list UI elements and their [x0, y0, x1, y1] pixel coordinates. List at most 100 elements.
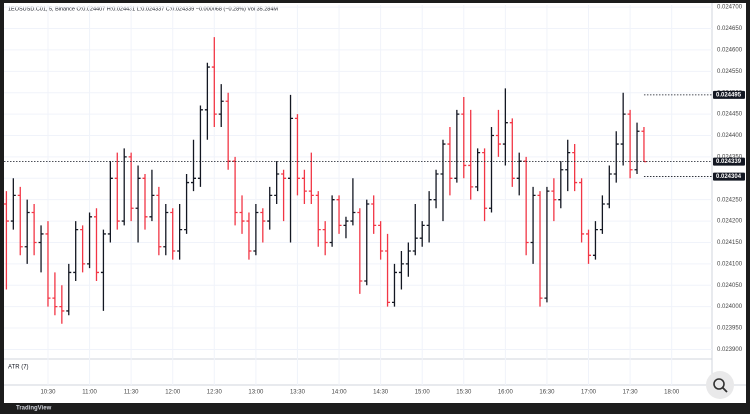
- ohlc-bar: [184, 174, 190, 234]
- y-tick-label: 0.023900: [717, 347, 743, 353]
- y-tick-label: 0.024100: [717, 261, 743, 267]
- y-tick-label: 0.024200: [717, 219, 743, 225]
- ohlc-bar: [537, 191, 543, 307]
- y-tick-label: 0.024050: [717, 283, 743, 289]
- ohlc-bar: [225, 92, 231, 170]
- brand: TradingView: [16, 406, 52, 412]
- ohlc-bar: [197, 105, 203, 187]
- ohlc-bar: [634, 122, 640, 175]
- ohlc-bar: [135, 165, 141, 243]
- ohlc-bar: [364, 199, 370, 286]
- chart-header: 1EOSUSD.C01, 5, Binance O:0.024407 H:0.0…: [8, 6, 278, 12]
- price-label: 0.024304: [716, 174, 742, 180]
- ohlc-bar: [419, 221, 425, 247]
- price-label-box: [713, 172, 745, 181]
- ohlc-bar: [586, 229, 592, 264]
- ohlc-bar: [502, 88, 508, 166]
- x-tick-label: 12:00: [165, 390, 181, 396]
- y-tick-label: 0.024450: [717, 112, 743, 118]
- price-label-box: [713, 90, 745, 99]
- ohlc-bar: [211, 37, 217, 127]
- ohlc-bar: [107, 161, 113, 243]
- x-tick-label: 13:30: [290, 390, 306, 396]
- ohlc-bar: [599, 195, 605, 234]
- ohlc-bar: [10, 178, 16, 230]
- y-tick-label: 0.024350: [717, 154, 743, 160]
- y-tick-label: 0.024700: [717, 5, 743, 11]
- ohlc-bar: [267, 186, 273, 230]
- zoom-icon: [713, 378, 725, 390]
- ohlc-bar: [128, 152, 134, 222]
- ohlc-bar: [204, 62, 210, 140]
- ohlc-bar: [572, 144, 578, 192]
- ohlc-bar: [523, 156, 529, 256]
- ohlc-bar: [475, 148, 481, 192]
- ohlc-bar: [149, 169, 155, 222]
- pane-label: ATR (7): [8, 365, 29, 371]
- y-tick-label: 0.024250: [717, 197, 743, 203]
- ohlc-bar: [191, 139, 197, 192]
- y-tick-label: 0.024550: [717, 69, 743, 75]
- ohlc-bar: [322, 221, 328, 256]
- ohlc-bar: [357, 208, 363, 294]
- ohlc-bar: [93, 208, 99, 281]
- ohlc-bar: [398, 251, 404, 290]
- ohlc-bar: [544, 186, 550, 303]
- ohlc-bar: [80, 225, 86, 273]
- y-tick-label: 0.024000: [717, 304, 743, 310]
- ohlc-bar: [495, 109, 501, 157]
- y-tick-label: 0.024400: [717, 133, 743, 139]
- ohlc-bar: [100, 229, 106, 311]
- ohlc-bar: [565, 139, 571, 192]
- ohlc-bar: [301, 169, 307, 204]
- ohlc-bar: [31, 203, 37, 256]
- ohlc-bar: [482, 148, 488, 222]
- ohlc-bar: [17, 186, 23, 256]
- ohlc-bar: [239, 195, 245, 234]
- y-tick-label: 0.024600: [717, 48, 743, 54]
- x-tick-label: 14:30: [373, 390, 389, 396]
- ohlc-bar: [142, 174, 148, 230]
- y-tick-label: 0.023950: [717, 326, 743, 332]
- x-tick-label: 12:30: [207, 390, 223, 396]
- x-tick-label: 17:00: [581, 390, 597, 396]
- ohlc-bar: [281, 169, 287, 222]
- price-label: 0.024339: [716, 159, 742, 165]
- ohlc-bar: [447, 126, 453, 196]
- ohlc-bar: [3, 191, 9, 290]
- ohlc-bar: [613, 131, 619, 183]
- ohlc-bar: [426, 191, 432, 243]
- ohlc-bar: [73, 221, 79, 281]
- zoom-button[interactable]: [706, 371, 734, 399]
- ohlc-bar: [433, 169, 439, 209]
- ohlc-bar: [371, 195, 377, 234]
- chart-panel: [4, 3, 746, 403]
- ohlc-bar: [45, 221, 51, 307]
- ohlc-bar: [461, 96, 467, 179]
- ohlc-bar: [87, 212, 93, 269]
- ohlc-bar: [558, 161, 564, 209]
- ohlc-bar: [551, 178, 557, 222]
- ohlc-bar: [627, 109, 633, 179]
- ohlc-bar: [59, 285, 65, 324]
- ohlc-bar: [579, 178, 585, 243]
- ohlc-bar: [260, 208, 266, 243]
- ohlc-bar: [343, 216, 349, 239]
- x-tick-label: 17:30: [623, 390, 639, 396]
- ohlc-bar: [489, 126, 494, 213]
- x-tick-label: 11:30: [124, 390, 139, 396]
- ohlc-bar: [391, 263, 397, 307]
- x-tick-label: 16:30: [539, 390, 555, 396]
- ohlc-bar: [246, 212, 252, 260]
- ohlc-bar: [232, 156, 238, 226]
- ohlc-bar: [253, 203, 259, 256]
- ohlc-bar: [454, 109, 460, 183]
- ohlc-bar: [218, 84, 224, 127]
- ohlc-bar: [516, 152, 522, 196]
- ohlc-bar: [468, 109, 474, 200]
- ohlc-bar: [412, 203, 418, 256]
- x-tick-label: 15:30: [456, 390, 472, 396]
- x-tick-label: 10:30: [40, 390, 56, 396]
